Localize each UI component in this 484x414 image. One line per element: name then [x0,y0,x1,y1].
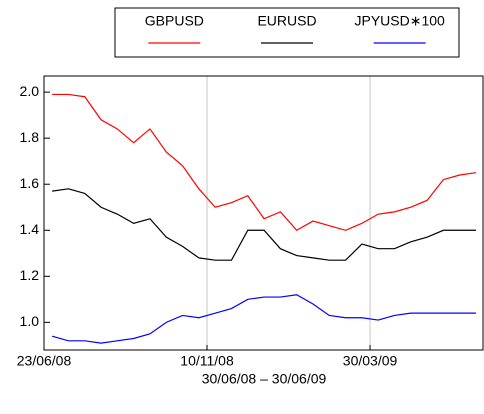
legend-label: EURUSD [257,13,316,29]
x-axis-label: 30/06/08 – 30/06/09 [202,371,327,387]
plot-frame [43,75,484,351]
legend-box [114,7,460,58]
series-line [52,93,477,232]
y-tick-label: 1.2 [20,267,40,283]
y-tick-label: 1.8 [20,129,40,145]
series-line [52,188,477,261]
y-tick-label: 2.0 [20,83,40,99]
y-tick-label: 1.6 [20,175,40,191]
y-tick-label: 1.0 [20,313,40,329]
y-tick-label: 1.4 [20,221,40,237]
legend-label: JPYUSD∗100 [355,13,446,29]
legend-label: GBPUSD [145,13,204,29]
x-tick-label: 10/11/08 [180,353,234,369]
x-tick-label: 23/06/08 [17,353,72,369]
x-tick-label: 30/03/09 [343,353,398,369]
series-line [51,294,477,344]
